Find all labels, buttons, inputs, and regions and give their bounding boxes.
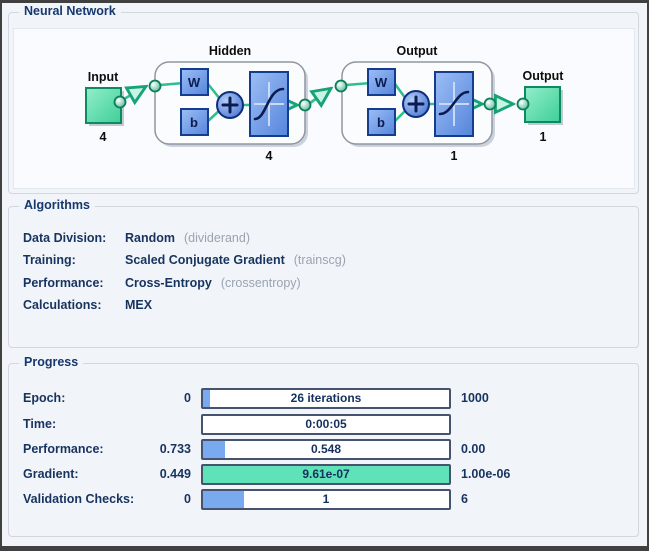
performance-value: Cross-Entropy — [125, 275, 212, 290]
output-plus-glyph — [407, 95, 425, 113]
gradient-progress-fill — [203, 466, 449, 483]
gradient-end-value: 1.00e-06 — [461, 467, 511, 481]
performance-detail: (crossentropy) — [220, 275, 301, 290]
performance-progress-fill — [203, 441, 226, 458]
output-label: Output — [523, 69, 565, 83]
hidden-transfer-axes — [254, 82, 284, 126]
algorithm-row-calculations: Calculations: MEX — [23, 298, 630, 320]
progress-row-performance: Performance: 0.733 0.548 0.00 — [9, 439, 638, 460]
data-division-value: Random — [125, 231, 175, 245]
input-label: Input — [88, 70, 119, 84]
calculations-value: MEX — [125, 298, 153, 313]
hidden-entry-node-icon — [148, 79, 162, 93]
hidden-layer-label: Hidden — [209, 44, 251, 58]
performance-progress-bar: 0.548 — [201, 439, 451, 460]
validation-checks-progress-fill — [203, 491, 244, 508]
input-block — [85, 87, 122, 124]
epoch-start-value: 0 — [184, 391, 191, 405]
epoch-label: Epoch: — [23, 391, 66, 405]
hidden-weight-to-sum — [206, 82, 222, 101]
output-bias-to-sum — [393, 108, 408, 123]
hidden-plus-glyph — [221, 96, 239, 114]
calculations-label: Calculations: — [23, 298, 102, 313]
output-bias-block — [367, 108, 396, 136]
hidden-units: 4 — [266, 149, 273, 163]
epoch-bar-text: 26 iterations — [290, 391, 362, 405]
progress-row-epoch: Epoch: 0 26 iterations 1000 — [9, 388, 638, 409]
training-label: Training: — [23, 253, 76, 268]
performance-end-value: 0.00 — [461, 442, 486, 456]
output-block — [524, 86, 561, 123]
output-weight-to-sum — [393, 82, 408, 101]
progress-group-label: Progress — [19, 355, 84, 369]
hidden-to-output-connection — [308, 89, 330, 103]
progress-row-validation-checks: Validation Checks: 0 1 6 — [9, 489, 638, 510]
algorithms-groupbox: Algorithms Data Division: Random (divide… — [8, 198, 639, 348]
input-to-hidden-connection — [122, 87, 145, 99]
output-entry-to-weight — [344, 81, 373, 87]
hidden-bias-block — [180, 108, 209, 136]
performance-label: Performance: — [23, 275, 104, 290]
input-node-icon — [113, 95, 127, 109]
output-units: 1 — [540, 130, 547, 144]
validation-checks-bar-text: 1 — [322, 492, 330, 506]
performance-start-value: 0.733 — [159, 442, 191, 456]
algorithm-row-data-division: Data Division: Random (dividerand) — [23, 231, 630, 253]
epoch-progress-fill — [203, 390, 211, 407]
output-layer-label: Output — [397, 44, 439, 58]
gradient-start-value: 0.449 — [159, 467, 191, 481]
hidden-weight-letter: W — [188, 75, 201, 90]
data-division-label: Data Division: — [23, 231, 107, 245]
gradient-label: Gradient: — [23, 467, 79, 481]
epoch-end-value: 1000 — [461, 391, 489, 405]
progress-row-gradient: Gradient: 0.449 9.61e-07 1.00e-06 — [9, 464, 638, 485]
training-detail: (trainscg) — [293, 253, 346, 268]
softmax-curve-icon — [438, 90, 470, 116]
output-entry-node-icon — [334, 79, 348, 93]
algorithm-row-performance: Performance: Cross-Entropy (crossentropy… — [23, 276, 630, 298]
neural-network-diagram: Input 4 Hidden W b 4 Output W b 1 Output… — [85, 44, 565, 163]
neural-network-group-label: Neural Network — [19, 4, 121, 18]
performance-row-label: Performance: — [23, 442, 104, 456]
progress-row-time: Time: 0:00:05 — [9, 414, 638, 435]
progress-groupbox: Progress Epoch: 0 26 iterations 1000 Tim… — [8, 355, 639, 537]
hidden-exit-node-icon — [298, 98, 312, 112]
network-diagram-panel: Input 4 Hidden W b 4 Output W b 1 Output… — [13, 28, 635, 189]
gradient-progress-bar: 9.61e-07 — [201, 464, 451, 485]
algorithms-group-label: Algorithms — [19, 198, 95, 212]
performance-bar-text: 0.548 — [310, 442, 342, 456]
time-label: Time: — [23, 417, 57, 431]
output-weight-letter: W — [375, 75, 388, 90]
output-layer-units: 1 — [451, 149, 458, 163]
epoch-progress-bar: 26 iterations — [201, 388, 451, 409]
output-bias-letter: b — [377, 115, 385, 130]
algorithm-row-training: Training: Scaled Conjugate Gradient (tra… — [23, 253, 630, 275]
neural-network-groupbox: Neural Network — [8, 4, 639, 194]
validation-checks-end-value: 6 — [461, 492, 468, 506]
time-bar-text: 0:00:05 — [305, 417, 347, 431]
gradient-bar-text: 9.61e-07 — [302, 467, 350, 481]
training-value: Scaled Conjugate Gradient — [125, 253, 285, 268]
time-progress-bar: 0:00:05 — [201, 414, 451, 435]
hidden-bias-letter: b — [190, 115, 198, 130]
hidden-weight-block — [180, 68, 209, 96]
validation-checks-label: Validation Checks: — [23, 492, 135, 506]
output-exit-node-icon — [483, 97, 497, 111]
algorithms-rows: Data Division: Random (dividerand) Train… — [23, 231, 630, 321]
input-units: 4 — [100, 130, 107, 144]
validation-checks-progress-bar: 1 — [201, 489, 451, 510]
sigmoid-curve-icon — [253, 87, 285, 121]
output-weight-block — [367, 68, 396, 96]
validation-checks-start-value: 0 — [184, 492, 191, 506]
output-block-node-icon — [516, 97, 530, 111]
data-division-detail: (dividerand) — [184, 231, 251, 245]
